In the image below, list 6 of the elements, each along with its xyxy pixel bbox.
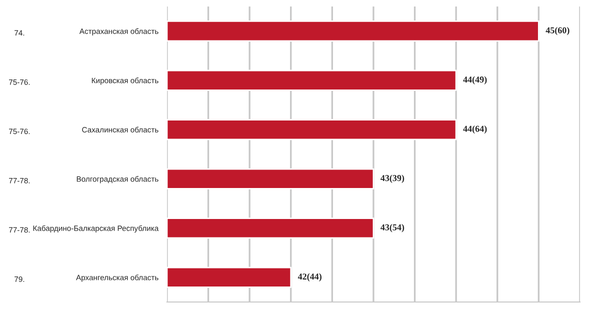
data-label: 43(54) [380,224,404,232]
data-label: 45(60) [546,26,570,36]
data-label: 44(49) [463,76,487,84]
data-label: 42(44) [298,273,322,282]
data-label: 44(64) [463,126,487,134]
data-label: 43(39) [380,174,404,183]
